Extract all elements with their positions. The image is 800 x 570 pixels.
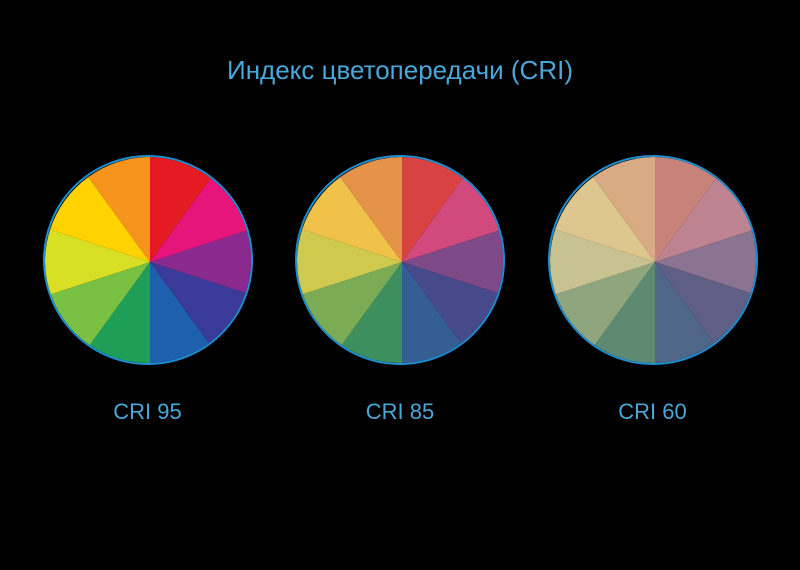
wheel-group-cri-60: CRI 60 [548,155,758,425]
page-title: Индекс цветопередачи (CRI) [0,55,800,86]
wheel-svg-cri-85 [297,157,505,365]
wheels-row: CRI 95 CRI 85 CRI 60 [0,155,800,425]
wheel-label-cri-85: CRI 85 [366,399,434,425]
wheel-group-cri-85: CRI 85 [295,155,505,425]
color-wheel-cri-95 [43,155,253,365]
wheel-svg-cri-95 [45,157,253,365]
wheel-label-cri-60: CRI 60 [618,399,686,425]
wheel-label-cri-95: CRI 95 [113,399,181,425]
wheel-group-cri-95: CRI 95 [43,155,253,425]
color-wheel-cri-85 [295,155,505,365]
color-wheel-cri-60 [548,155,758,365]
wheel-svg-cri-60 [550,157,758,365]
